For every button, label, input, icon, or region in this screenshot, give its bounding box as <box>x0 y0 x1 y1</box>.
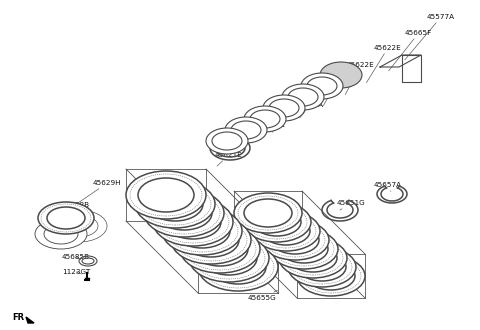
Ellipse shape <box>171 216 251 264</box>
Text: 45629H: 45629H <box>77 180 121 203</box>
Text: 45577A: 45577A <box>405 14 455 60</box>
Text: 45651G: 45651G <box>337 200 366 210</box>
Text: 45685B: 45685B <box>62 254 90 260</box>
Text: 1123GT: 1123GT <box>62 269 90 275</box>
Ellipse shape <box>135 180 215 228</box>
Ellipse shape <box>252 211 320 251</box>
Text: 45621: 45621 <box>263 122 286 132</box>
Ellipse shape <box>162 207 242 255</box>
Ellipse shape <box>270 229 338 269</box>
Text: FR: FR <box>12 314 24 322</box>
Text: 45621E: 45621E <box>215 152 243 166</box>
Text: 45658B: 45658B <box>57 202 90 220</box>
Ellipse shape <box>225 117 267 143</box>
Ellipse shape <box>206 128 248 154</box>
Ellipse shape <box>282 84 324 110</box>
Ellipse shape <box>261 220 329 260</box>
Ellipse shape <box>144 189 224 237</box>
Ellipse shape <box>51 210 107 242</box>
Ellipse shape <box>126 171 206 219</box>
Text: 45682G: 45682G <box>322 80 351 106</box>
Ellipse shape <box>180 225 260 273</box>
Ellipse shape <box>153 198 233 246</box>
Ellipse shape <box>301 73 343 99</box>
Ellipse shape <box>243 202 311 242</box>
Ellipse shape <box>288 247 356 287</box>
Text: 45622E: 45622E <box>345 62 375 94</box>
Text: 45689A: 45689A <box>296 102 324 118</box>
Text: 45657A: 45657A <box>374 182 402 191</box>
Text: 45655G: 45655G <box>248 290 277 301</box>
Ellipse shape <box>35 219 87 249</box>
Ellipse shape <box>234 193 302 233</box>
Ellipse shape <box>263 95 305 121</box>
Ellipse shape <box>38 202 94 234</box>
Text: 45622E: 45622E <box>366 45 402 82</box>
Polygon shape <box>26 317 34 323</box>
Ellipse shape <box>279 238 347 278</box>
Ellipse shape <box>320 62 362 88</box>
Ellipse shape <box>198 243 278 291</box>
Ellipse shape <box>189 234 269 282</box>
Ellipse shape <box>297 256 365 296</box>
Ellipse shape <box>244 106 286 132</box>
Text: 45665F: 45665F <box>389 30 432 71</box>
